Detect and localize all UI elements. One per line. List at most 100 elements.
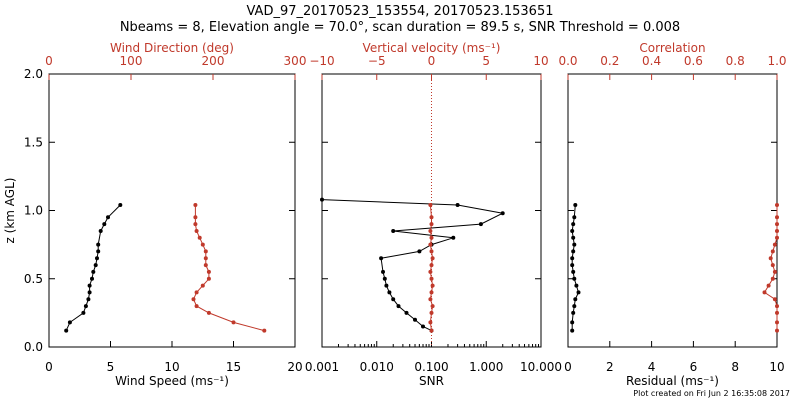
data-point <box>96 242 101 247</box>
data-point <box>775 235 779 240</box>
series-line-black <box>65 204 121 331</box>
data-point <box>770 263 775 268</box>
data-point <box>570 256 575 261</box>
data-point <box>320 197 324 202</box>
data-point <box>417 249 422 254</box>
data-point <box>206 276 211 281</box>
x-tick-label: 10 <box>769 360 784 374</box>
top-tick-label: 0.6 <box>684 54 703 68</box>
series-line-red <box>192 205 265 332</box>
data-point <box>382 276 387 281</box>
data-point <box>391 297 396 302</box>
data-point <box>200 242 205 247</box>
data-point <box>572 215 577 220</box>
data-point <box>203 263 208 268</box>
data-point <box>576 290 581 295</box>
data-point <box>387 290 392 295</box>
data-point <box>775 320 779 325</box>
data-point <box>96 249 101 254</box>
data-point <box>770 249 775 254</box>
x-tick-label: 1.000 <box>469 360 503 374</box>
title-line-1: VAD_97_20170523_153554, 20170523.153651 <box>247 4 554 19</box>
data-point <box>770 276 775 281</box>
title-line-2: Nbeams = 8, Elevation angle = 70.0°, sca… <box>120 20 680 35</box>
x-tick-label: 15 <box>226 360 241 374</box>
x-tick-label: 0 <box>45 360 53 374</box>
data-point <box>571 235 576 240</box>
data-point <box>430 283 435 288</box>
top-tick-label: 0.0 <box>558 54 577 68</box>
data-point <box>429 290 434 295</box>
data-point <box>772 269 777 274</box>
data-point <box>571 310 576 315</box>
x-axis-label: SNR <box>419 374 444 388</box>
data-point <box>766 283 771 288</box>
data-point <box>193 203 198 207</box>
data-point <box>428 320 433 325</box>
data-point <box>404 310 409 315</box>
data-point <box>572 304 577 309</box>
data-point <box>106 215 110 220</box>
footer-note: Plot created on Fri Jun 2 16:35:08 2017 <box>633 389 790 398</box>
data-point <box>90 276 94 281</box>
data-point <box>430 304 435 309</box>
top-tick-label: 300 <box>284 54 307 68</box>
data-point <box>67 320 72 325</box>
data-point <box>379 256 384 261</box>
data-point <box>194 290 199 295</box>
data-point <box>93 263 98 268</box>
data-point <box>429 215 434 220</box>
x-tick-label: 10.000 <box>520 360 562 374</box>
x-tick-label: 4 <box>648 360 656 374</box>
data-point <box>574 283 579 288</box>
x-tick-label: 10 <box>164 360 179 374</box>
data-point <box>570 328 575 333</box>
data-point <box>98 229 103 233</box>
top-tick-label: 200 <box>202 54 225 68</box>
x-tick-label: 0.001 <box>305 360 339 374</box>
data-point <box>91 269 96 274</box>
data-point <box>396 304 401 309</box>
data-point <box>428 297 433 302</box>
y-tick-label: 0.5 <box>24 272 43 286</box>
top-tick-label: 0 <box>428 54 436 68</box>
y-tick-label: 1.0 <box>24 204 43 218</box>
data-point <box>572 242 577 247</box>
top-tick-label: 0.2 <box>600 54 619 68</box>
x-tick-label: 6 <box>690 360 698 374</box>
data-point <box>81 310 86 315</box>
data-point <box>430 256 435 261</box>
data-point <box>118 203 123 207</box>
panel-2: 0.001 0.010 0.100 1.000 10.000 −10 −5 0 5 10 SNR Ve… <box>305 41 562 388</box>
data-point <box>384 283 389 288</box>
data-point <box>428 242 433 247</box>
data-point <box>262 328 267 333</box>
data-point <box>772 242 777 247</box>
data-point <box>429 222 434 227</box>
plot-frame <box>567 73 778 348</box>
data-point <box>64 328 69 333</box>
data-point <box>206 310 211 315</box>
data-point <box>429 310 434 315</box>
y-tick-label: 2.0 <box>24 67 43 81</box>
data-point <box>775 229 779 233</box>
data-point <box>775 203 779 207</box>
data-point <box>429 235 434 240</box>
data-point <box>572 276 577 281</box>
data-point <box>429 263 434 268</box>
top-tick-label: −10 <box>309 54 334 68</box>
data-point <box>87 283 92 288</box>
data-point <box>429 276 434 281</box>
x-tick-label: 2 <box>606 360 614 374</box>
data-point <box>191 297 196 302</box>
x-tick-label: 8 <box>731 360 739 374</box>
x-tick-label: 0.010 <box>360 360 394 374</box>
data-point <box>772 297 777 302</box>
top-axis-label: Wind Direction (deg) <box>110 41 234 55</box>
data-point <box>775 304 779 309</box>
data-point <box>203 249 208 254</box>
data-point <box>775 328 779 333</box>
data-point <box>83 304 88 309</box>
